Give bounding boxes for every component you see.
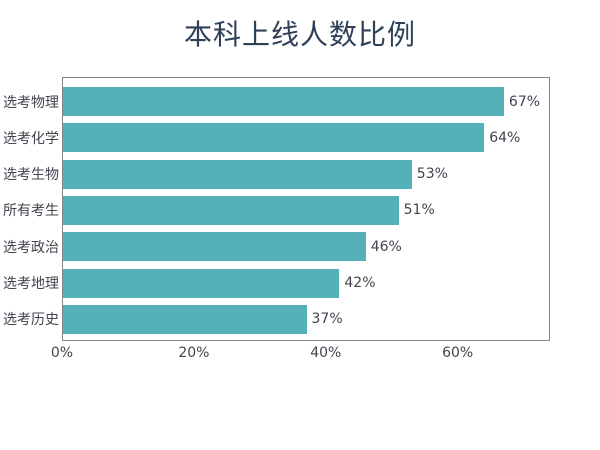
value-label: 51% <box>403 202 435 219</box>
bar <box>63 304 307 334</box>
bar-row: 选考地理 42% <box>0 268 550 298</box>
value-label: 53% <box>416 166 448 183</box>
bar-track: 51% <box>63 195 550 225</box>
bar <box>63 268 340 298</box>
category-label: 选考物理 <box>3 94 59 111</box>
x-tick-label: 0% <box>50 345 74 361</box>
category-label: 选考地理 <box>3 276 59 293</box>
bar-row: 选考物理 67% <box>0 87 550 116</box>
bar-rows: 选考物理 67% 选考化学 64% 选考生物 53% 所有考生 51% 选考政治 46% 选考地理 4… <box>0 77 550 341</box>
chart-title: 本科上线人数比例 <box>183 18 416 51</box>
value-label: 37% <box>311 311 343 328</box>
bar-track: 67% <box>63 87 550 116</box>
category-label: 选考政治 <box>3 239 59 256</box>
bar-track: 64% <box>63 123 550 153</box>
bar <box>63 195 399 225</box>
category-label: 选考化学 <box>3 130 59 147</box>
x-tick-label: 20% <box>178 345 210 361</box>
bar-track: 46% <box>63 232 550 262</box>
value-label: 46% <box>370 238 402 255</box>
x-tick-label: 60% <box>442 345 474 361</box>
bar-row: 选考化学 64% <box>0 123 550 153</box>
bar-row: 选考政治 46% <box>0 232 550 262</box>
bar-track: 53% <box>63 159 550 189</box>
bar-row: 所有考生 51% <box>0 195 550 225</box>
category-label: 选考历史 <box>3 312 59 329</box>
x-tick-label: 40% <box>310 345 342 361</box>
bar-row: 选考生物 53% <box>0 159 550 189</box>
category-label: 所有考生 <box>3 203 59 220</box>
bar-track: 37% <box>63 304 550 334</box>
bar-track: 42% <box>63 268 550 298</box>
bar <box>63 123 485 153</box>
bar <box>63 232 366 262</box>
bar <box>63 87 504 116</box>
bar <box>63 159 412 189</box>
category-label: 选考生物 <box>3 167 59 184</box>
value-label: 67% <box>508 93 541 110</box>
bar-row: 选考历史 37% <box>0 304 550 334</box>
value-label: 42% <box>344 275 376 292</box>
value-label: 64% <box>489 129 521 146</box>
x-axis-ticks: 0% 20% 40% 60% <box>0 345 600 365</box>
